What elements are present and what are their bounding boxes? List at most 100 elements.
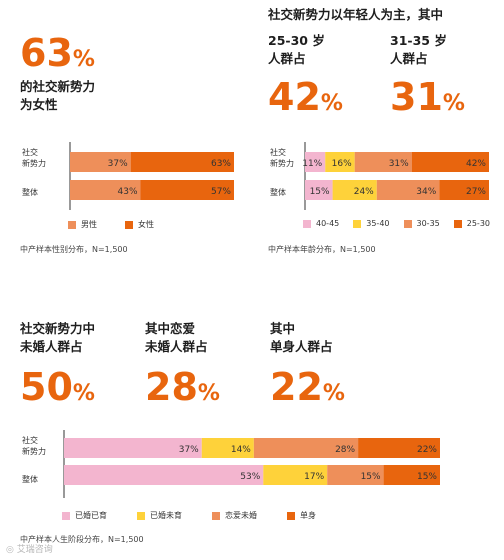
gender-note: 中产样本性别分布，N=1,500 xyxy=(20,245,128,254)
legend-label: 恋爱未婚 xyxy=(225,511,257,520)
bar-segment xyxy=(70,180,141,200)
gender-row-label-1: 社交 新势力 xyxy=(22,148,46,168)
legend-item: 40-45 xyxy=(303,219,339,228)
bar-segment xyxy=(325,152,355,172)
watermark-logo-icon: ◎ xyxy=(6,545,14,555)
bar-segment xyxy=(383,465,440,485)
bar-segment xyxy=(201,438,254,458)
bar-value-label: 15% xyxy=(361,472,381,482)
legend-item: 已婚已育 xyxy=(62,510,107,521)
age-note: 中产样本年龄分布，N=1,500 xyxy=(268,245,376,254)
legend-label: 单身 xyxy=(300,511,316,520)
legend-swatch xyxy=(303,219,311,228)
marital-stat-2: 28% xyxy=(145,365,220,409)
marital-chart: 37% 14% 28% 22% 53% 17% 15% 15% xyxy=(63,430,440,498)
age-stat-label-1: 25-30 岁 人群占 xyxy=(268,33,325,66)
bar-segment xyxy=(358,438,440,458)
marital-legend: 已婚已育 已婚未育 恋爱未婚 单身 xyxy=(62,510,346,521)
bar-segment xyxy=(70,152,131,172)
legend-item: 35-40 xyxy=(353,219,390,228)
bar-segment xyxy=(305,180,333,200)
bar-value-label: 42% xyxy=(466,159,486,169)
bar-segment xyxy=(64,438,202,458)
bar-segment xyxy=(411,152,489,172)
gender-legend: 男性 女性 xyxy=(68,219,182,230)
bar-value-label: 27% xyxy=(466,187,486,197)
marital-stat-1: 50% xyxy=(20,365,95,409)
legend-item: 恋爱未婚 xyxy=(212,510,257,521)
bar-value-label: 63% xyxy=(211,159,231,169)
bar-value-label: 28% xyxy=(335,445,355,455)
legend-label: 25-30 xyxy=(466,219,490,228)
legend-label: 已婚已育 xyxy=(75,511,107,520)
bar-value-label: 43% xyxy=(118,187,138,197)
gender-row-label-2: 整体 xyxy=(22,188,38,197)
legend-label: 30-35 xyxy=(416,219,440,228)
bar-segment xyxy=(327,465,384,485)
legend-label: 女性 xyxy=(138,220,154,229)
bar-segment xyxy=(130,152,234,172)
bar-value-label: 22% xyxy=(417,445,437,455)
legend-swatch xyxy=(212,511,220,520)
legend-item: 25-30 xyxy=(453,219,490,228)
marital-stat-3: 22% xyxy=(270,365,345,409)
legend-label: 已婚未育 xyxy=(150,511,182,520)
legend-label: 40-45 xyxy=(316,219,340,228)
bar-value-label: 11% xyxy=(303,159,323,169)
marital-stat-label-3: 其中 单身人群占 xyxy=(270,321,333,354)
marital-stat-label-1: 社交新势力中 未婚人群占 xyxy=(20,321,96,354)
bar-segment xyxy=(253,438,359,458)
bar-value-label: 14% xyxy=(231,445,251,455)
gender-chart: 37% 63% 43% 57% xyxy=(69,142,234,210)
bar-value-label: 34% xyxy=(416,187,436,197)
age-legend: 40-45 35-40 30-35 25-30 xyxy=(303,219,504,228)
marital-row-label-1: 社交 新势力 xyxy=(22,436,46,456)
marital-note: 中产样本人生阶段分布，N=1,500 xyxy=(20,535,144,544)
legend-swatch xyxy=(287,511,295,520)
legend-swatch xyxy=(353,219,362,228)
age-heading: 社交新势力以年轻人为主，其中 xyxy=(268,7,444,22)
legend-item: 已婚未育 xyxy=(137,510,182,521)
age-chart: 11% 16% 31% 42% 15% 24% 34% 27% xyxy=(303,142,489,210)
age-stat-label-2: 31-35 岁 人群占 xyxy=(390,33,447,66)
bar-value-label: 17% xyxy=(304,472,324,482)
age-stat-1: 42% xyxy=(268,75,343,119)
legend-swatch xyxy=(62,511,70,520)
gender-stat: 63% xyxy=(20,31,95,75)
legend-item: 女性 xyxy=(125,219,154,230)
bar-value-label: 16% xyxy=(332,159,352,169)
age-stat-2: 31% xyxy=(390,75,465,119)
bar-segment xyxy=(332,180,377,200)
bar-segment xyxy=(439,180,489,200)
bar-segment xyxy=(305,152,326,172)
age-row-label-1: 社交 新势力 xyxy=(270,148,294,168)
legend-swatch xyxy=(137,511,145,520)
legend-swatch xyxy=(68,220,76,229)
bar-segment xyxy=(64,465,264,485)
legend-item: 男性 xyxy=(68,219,97,230)
bar-value-label: 31% xyxy=(389,159,409,169)
marital-row-label-2: 整体 xyxy=(22,475,38,484)
bar-segment xyxy=(354,152,412,172)
legend-item: 30-35 xyxy=(403,219,440,228)
bar-value-label: 15% xyxy=(310,187,330,197)
bar-value-label: 37% xyxy=(108,159,128,169)
legend-swatch xyxy=(453,219,462,228)
bar-segment xyxy=(263,465,328,485)
bar-value-label: 53% xyxy=(240,472,260,482)
legend-label: 男性 xyxy=(81,220,97,229)
bar-value-label: 24% xyxy=(354,187,374,197)
age-row-label-2: 整体 xyxy=(270,188,286,197)
bar-value-label: 37% xyxy=(179,445,199,455)
gender-heading: 的社交新势力 为女性 xyxy=(20,79,96,112)
bar-segment xyxy=(376,180,440,200)
bar-value-label: 15% xyxy=(417,472,437,482)
watermark: ◎ 艾瑞咨询 xyxy=(6,545,53,555)
legend-swatch xyxy=(403,219,412,228)
bar-value-label: 57% xyxy=(211,187,231,197)
bar-segment xyxy=(140,180,234,200)
legend-label: 35-40 xyxy=(366,219,390,228)
legend-swatch xyxy=(125,220,133,229)
legend-item: 单身 xyxy=(287,510,316,521)
marital-stat-label-2: 其中恋爱 未婚人群占 xyxy=(145,321,208,354)
